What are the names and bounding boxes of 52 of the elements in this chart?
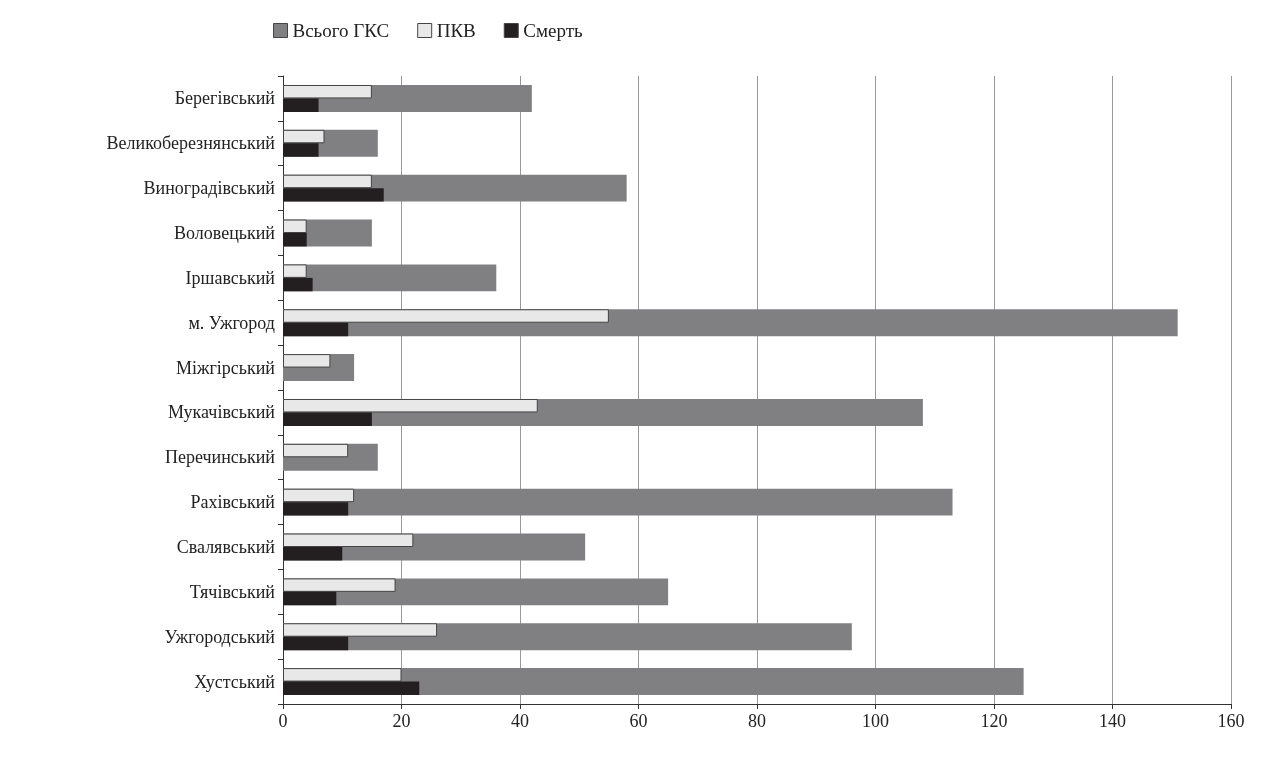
bar <box>283 219 307 233</box>
bar <box>283 233 307 247</box>
y-tick-label: м. Ужгород <box>188 312 275 333</box>
bar <box>283 264 307 278</box>
bar <box>283 277 313 292</box>
bar <box>283 681 420 696</box>
legend-label: Смерть <box>523 20 583 41</box>
x-tick-label: 0 <box>278 711 288 731</box>
y-tick-label: Міжгірський <box>175 357 276 378</box>
bar <box>283 636 349 651</box>
x-tick-label: 20 <box>392 711 411 731</box>
y-tick-label: Берегівський <box>174 88 276 109</box>
bar <box>283 412 372 426</box>
bar <box>283 322 349 337</box>
x-tick-label: 160 <box>1217 711 1245 731</box>
x-tick-label: 100 <box>862 711 889 731</box>
bar <box>283 174 372 189</box>
bar <box>283 443 349 458</box>
bar <box>283 533 414 547</box>
bar <box>283 129 325 144</box>
bar <box>283 309 609 323</box>
bar <box>283 98 319 112</box>
bar <box>283 84 372 99</box>
legend-label: Всього ГКС <box>292 20 390 41</box>
bar <box>283 591 337 606</box>
y-tick-label: Мукачівський <box>168 402 276 423</box>
x-tick-label: 80 <box>748 711 766 731</box>
y-tick-label: Рахівський <box>190 492 276 513</box>
y-tick-label: Воловецький <box>174 223 276 243</box>
legend-label: ПКВ <box>436 20 476 41</box>
y-tick-label: Перечинський <box>164 447 276 468</box>
bar <box>283 623 438 637</box>
bar <box>283 188 384 202</box>
x-tick-label: 60 <box>629 711 648 731</box>
x-tick-label: 120 <box>980 711 1008 731</box>
bar <box>283 488 355 503</box>
bar <box>283 502 349 516</box>
y-tick-label: Свалявський <box>176 537 276 557</box>
y-tick-label: Великоберезнянський <box>106 133 276 154</box>
y-tick-label: Тячівський <box>189 581 276 602</box>
bar <box>283 668 402 682</box>
bar <box>283 143 319 157</box>
x-tick-label: 40 <box>511 711 529 731</box>
bar <box>283 354 331 368</box>
bar <box>283 398 538 413</box>
y-tick-label: Ужгородський <box>164 626 276 647</box>
bar <box>283 547 343 561</box>
y-tick-label: Іршавський <box>185 267 276 288</box>
x-tick-label: 140 <box>1099 711 1126 731</box>
bar <box>283 578 396 592</box>
y-tick-label: Хустський <box>194 671 276 692</box>
y-tick-label: Виноградівський <box>143 178 276 199</box>
